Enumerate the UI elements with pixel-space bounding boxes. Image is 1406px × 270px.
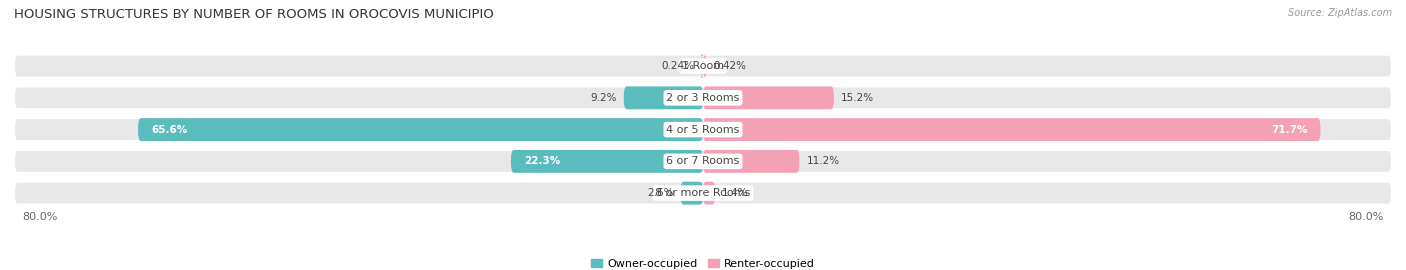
FancyBboxPatch shape xyxy=(624,86,703,109)
FancyBboxPatch shape xyxy=(14,118,1392,141)
Text: 15.2%: 15.2% xyxy=(841,93,875,103)
FancyBboxPatch shape xyxy=(681,182,703,205)
Text: HOUSING STRUCTURES BY NUMBER OF ROOMS IN OROCOVIS MUNICIPIO: HOUSING STRUCTURES BY NUMBER OF ROOMS IN… xyxy=(14,8,494,21)
Text: 2 or 3 Rooms: 2 or 3 Rooms xyxy=(666,93,740,103)
Text: 0.42%: 0.42% xyxy=(713,61,747,71)
FancyBboxPatch shape xyxy=(703,150,800,173)
FancyBboxPatch shape xyxy=(14,150,1392,173)
FancyBboxPatch shape xyxy=(14,182,1392,205)
Text: Source: ZipAtlas.com: Source: ZipAtlas.com xyxy=(1288,8,1392,18)
Text: 71.7%: 71.7% xyxy=(1271,124,1308,135)
Text: 9.2%: 9.2% xyxy=(591,93,617,103)
Text: 1.4%: 1.4% xyxy=(721,188,748,198)
FancyBboxPatch shape xyxy=(14,55,1392,77)
Text: 80.0%: 80.0% xyxy=(1348,212,1384,222)
FancyBboxPatch shape xyxy=(703,182,716,205)
FancyBboxPatch shape xyxy=(700,55,704,77)
Text: 8 or more Rooms: 8 or more Rooms xyxy=(655,188,751,198)
FancyBboxPatch shape xyxy=(703,55,707,77)
Text: 2.6%: 2.6% xyxy=(647,188,673,198)
FancyBboxPatch shape xyxy=(510,150,703,173)
Legend: Owner-occupied, Renter-occupied: Owner-occupied, Renter-occupied xyxy=(586,254,820,270)
Text: 1 Room: 1 Room xyxy=(682,61,724,71)
FancyBboxPatch shape xyxy=(138,118,703,141)
Text: 65.6%: 65.6% xyxy=(150,124,187,135)
Text: 0.24%: 0.24% xyxy=(661,61,695,71)
Text: 11.2%: 11.2% xyxy=(807,156,839,166)
Text: 4 or 5 Rooms: 4 or 5 Rooms xyxy=(666,124,740,135)
FancyBboxPatch shape xyxy=(14,86,1392,109)
FancyBboxPatch shape xyxy=(703,86,834,109)
Text: 80.0%: 80.0% xyxy=(22,212,58,222)
Text: 6 or 7 Rooms: 6 or 7 Rooms xyxy=(666,156,740,166)
Text: 22.3%: 22.3% xyxy=(524,156,560,166)
FancyBboxPatch shape xyxy=(703,118,1320,141)
